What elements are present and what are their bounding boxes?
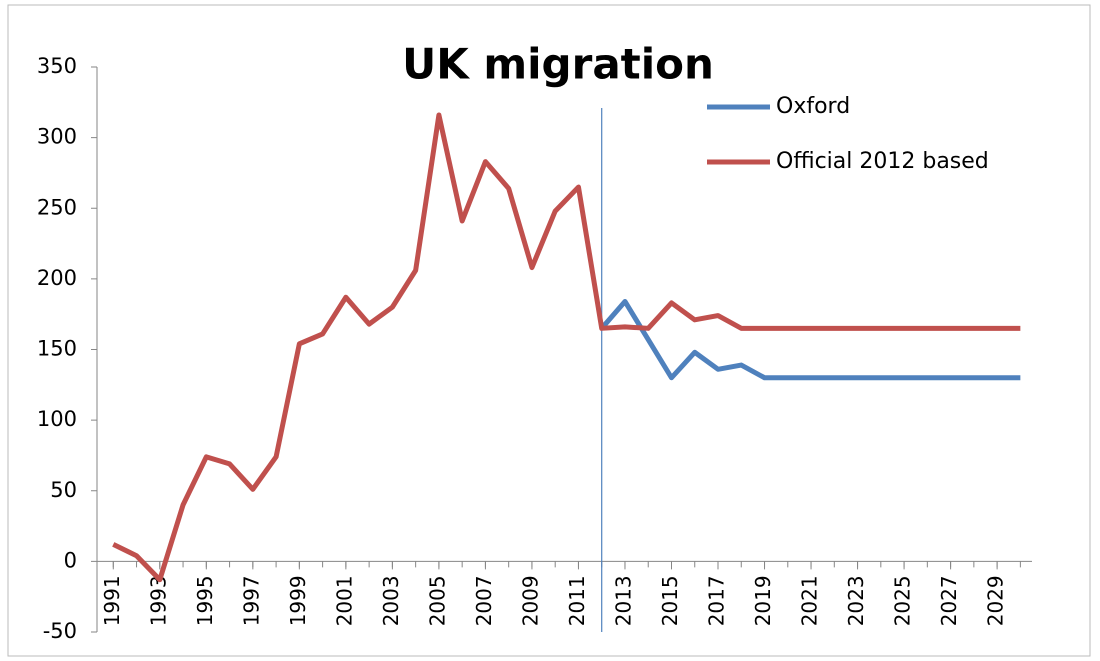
x-tick-label: 2009 xyxy=(518,575,542,626)
y-tick-label: 0 xyxy=(64,548,77,572)
y-tick-label: 100 xyxy=(37,407,77,431)
x-tick-label: 2017 xyxy=(705,575,729,626)
x-tick-label: 2027 xyxy=(937,575,961,626)
x-tick-label: 1999 xyxy=(286,575,310,626)
series-line xyxy=(599,298,1021,381)
x-tick-label: 1997 xyxy=(239,575,263,626)
chart-title: UK migration xyxy=(402,40,714,89)
y-tick-label: 350 xyxy=(37,54,77,78)
x-tick-label: 1993 xyxy=(146,575,170,626)
y-tick-label: 150 xyxy=(37,337,77,361)
x-tick-label: 1995 xyxy=(193,575,217,626)
y-tick-label: 300 xyxy=(37,125,77,149)
x-tick-label: 1991 xyxy=(100,575,124,626)
x-tick-label: 2025 xyxy=(891,575,915,626)
legend-label: Official 2012 based xyxy=(776,149,989,174)
legend-label: Oxford xyxy=(776,94,850,119)
x-tick-label: 2015 xyxy=(658,575,682,626)
x-tick-label: 2021 xyxy=(798,575,822,626)
y-tick-label: 50 xyxy=(50,478,77,502)
series-line xyxy=(112,112,1021,583)
x-tick-label: 2013 xyxy=(611,575,635,626)
x-tick-label: 2001 xyxy=(332,575,356,626)
y-tick-label: 200 xyxy=(37,266,77,290)
x-tick-label: 2019 xyxy=(751,575,775,626)
x-tick-label: 2011 xyxy=(565,575,589,626)
x-tick-label: 2023 xyxy=(844,575,868,626)
y-tick-label: 250 xyxy=(37,195,77,219)
x-tick-label: 2005 xyxy=(425,575,449,626)
y-tick-label: -50 xyxy=(43,619,77,643)
x-tick-label: 2003 xyxy=(379,575,403,626)
x-tick-label: 2029 xyxy=(984,575,1008,626)
x-tick-label: 2007 xyxy=(472,575,496,626)
